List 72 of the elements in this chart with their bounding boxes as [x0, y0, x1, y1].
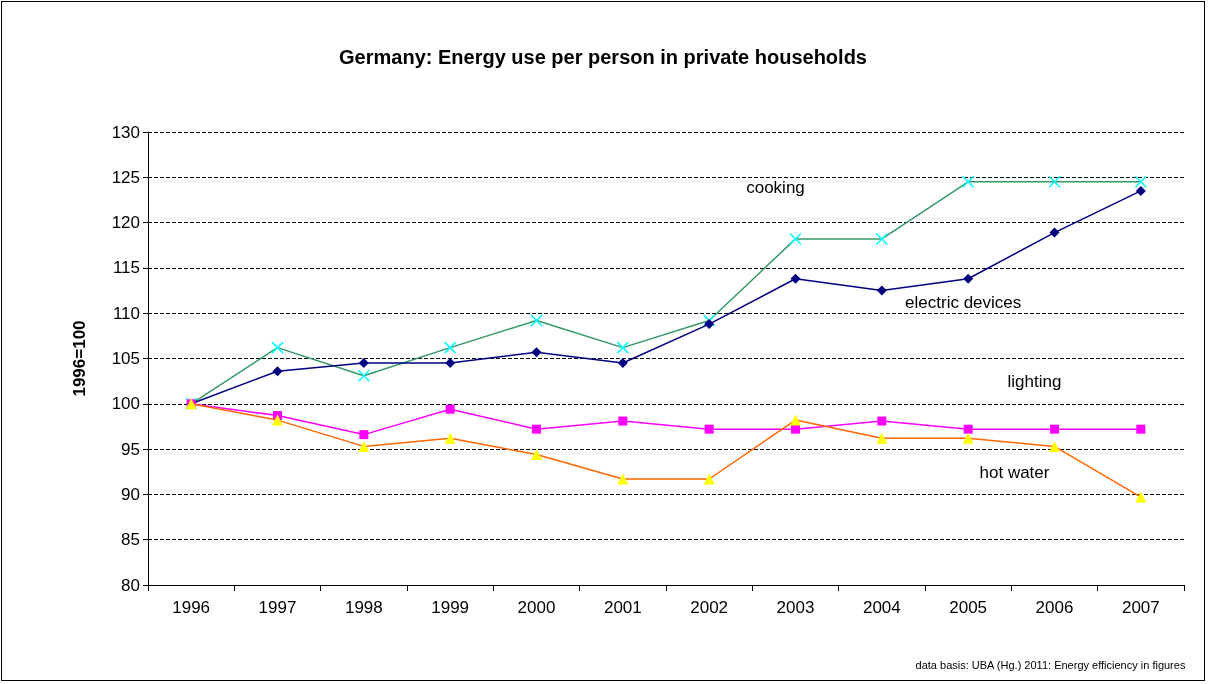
point	[272, 366, 283, 377]
point	[1135, 185, 1146, 196]
point	[357, 369, 371, 382]
y-tick-label: 110	[112, 303, 140, 323]
point	[617, 358, 628, 369]
y-tick-label: 115	[112, 258, 140, 278]
y-tick-label: 125	[111, 167, 140, 187]
point	[962, 432, 974, 444]
point	[702, 314, 716, 327]
point	[789, 232, 802, 246]
point	[704, 319, 715, 330]
point	[1136, 424, 1146, 434]
point	[1134, 175, 1148, 189]
y-tick-label: 105	[111, 349, 140, 368]
point	[1049, 227, 1060, 238]
point	[530, 314, 543, 327]
point	[961, 175, 975, 189]
y-tick-label: 85	[121, 530, 140, 550]
point	[358, 440, 370, 452]
point	[531, 347, 542, 358]
text: lighting	[1007, 371, 1062, 391]
point	[963, 273, 974, 284]
point	[445, 404, 455, 414]
y-tick-label: 100	[111, 394, 140, 414]
text: data basis: UBA (Hg.) 2011: Energy efficiency in figures	[915, 658, 1186, 671]
point	[1135, 491, 1147, 503]
point	[790, 414, 801, 426]
point	[1049, 440, 1060, 452]
x-tick-label: 2001	[603, 598, 642, 617]
point	[963, 424, 973, 434]
x-tick-label: 1996	[172, 598, 211, 617]
y-tick-label: 120	[111, 213, 140, 233]
point	[271, 341, 284, 354]
point	[531, 449, 542, 461]
x-tick-label: 2002	[690, 598, 729, 617]
point	[359, 430, 369, 440]
x-tick-label: 2007	[1121, 598, 1160, 617]
x-tick-label: 2000	[517, 598, 556, 617]
point	[443, 341, 457, 354]
point	[876, 432, 888, 444]
x-tick-label: 1997	[258, 598, 297, 617]
text: cooking	[746, 177, 805, 197]
y-tick-label: 95	[121, 439, 140, 459]
point	[875, 232, 889, 246]
x-tick-label: 2006	[1035, 598, 1074, 617]
point	[1048, 175, 1061, 189]
chart-title: Germany: Energy use per person in private households	[339, 46, 867, 68]
point	[704, 424, 714, 434]
y-tick-label: 80	[121, 575, 140, 595]
point	[617, 473, 629, 485]
point	[877, 416, 887, 426]
x-tick-label: 1999	[431, 598, 470, 617]
point	[358, 358, 369, 369]
point	[876, 285, 887, 296]
x-tick-label: 2005	[949, 598, 988, 617]
point	[616, 341, 630, 354]
y-tick-label: 90	[121, 484, 140, 504]
point	[703, 473, 715, 485]
y-tick-label: 130	[111, 122, 140, 142]
point	[272, 414, 283, 426]
point	[532, 424, 541, 434]
series-label: electric devices	[905, 292, 1022, 312]
point	[618, 416, 628, 426]
x-tick-label: 2004	[862, 598, 901, 617]
y-axis-title: 1996=100	[70, 320, 89, 397]
point	[445, 358, 456, 369]
series-label: hot water	[979, 462, 1050, 482]
x-tick-label: 1998	[344, 598, 383, 617]
point	[1050, 424, 1059, 434]
x-tick-label: 2003	[776, 598, 815, 617]
point	[790, 273, 801, 284]
point	[444, 432, 456, 444]
